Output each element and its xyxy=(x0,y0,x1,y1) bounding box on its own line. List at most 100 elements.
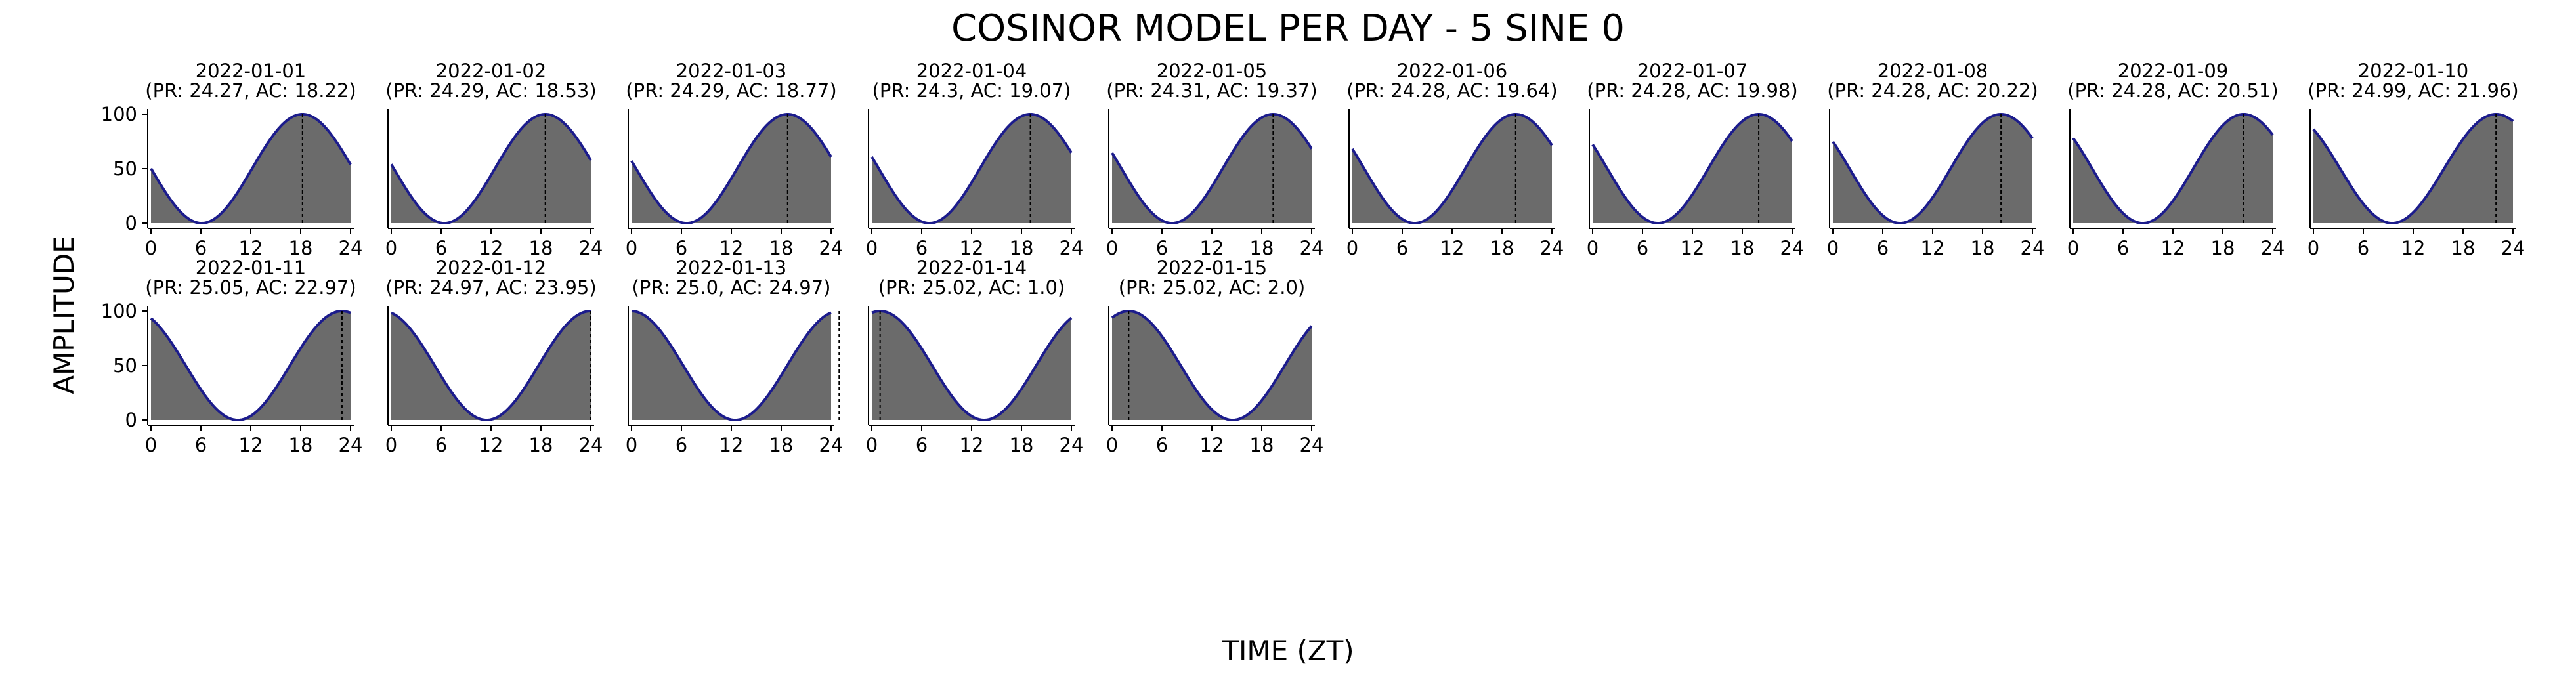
y-tick-label: 100 xyxy=(101,103,137,125)
cosinor-curve xyxy=(391,310,591,421)
x-tick-label: 6 xyxy=(2357,237,2369,259)
area-fill xyxy=(1352,114,1552,223)
cosinor-curve xyxy=(390,113,592,224)
x-tick-label: 24 xyxy=(1060,434,1084,456)
panel-2022-01-15: 2022-01-15(PR: 25.02, AC: 2.0) 0 6 12 18 24 xyxy=(1106,257,1324,456)
area-fill xyxy=(1593,114,1792,223)
panel-title-params: (PR: 25.02, AC: 2.0) xyxy=(1119,276,1306,299)
x-tick-label: 18 xyxy=(2451,237,2476,259)
x-tick-label: 24 xyxy=(1060,237,1084,259)
x-tick-label: 6 xyxy=(676,434,687,456)
x-tick-label: 12 xyxy=(239,237,263,259)
x-tick-label: 18 xyxy=(1010,237,1034,259)
x-tick-label: 6 xyxy=(195,434,207,456)
x-tick-label: 18 xyxy=(289,434,313,456)
cosinor-curve xyxy=(1111,113,1313,224)
panel-2022-01-09: 2022-01-09(PR: 24.28, AC: 20.51) 0 6 12 18 24 xyxy=(2067,60,2285,259)
panel-title-params: (PR: 24.28, AC: 19.98) xyxy=(1587,79,1797,102)
area-fill xyxy=(2073,114,2273,223)
area-fill xyxy=(1833,114,2032,223)
area-fill xyxy=(391,114,591,223)
x-tick-label: 0 xyxy=(2308,237,2319,259)
x-tick-label: 0 xyxy=(385,434,397,456)
panel-2022-01-03: 2022-01-03(PR: 24.29, AC: 18.77) 0 6 12 18 24 xyxy=(626,60,844,259)
panel-2022-01-11: 2022-01-11(PR: 25.05, AC: 22.97) 0 6 12 18 24… xyxy=(101,257,363,456)
panel-title-date: 2022-01-06 xyxy=(1397,60,1508,82)
x-tick-label: 12 xyxy=(239,434,263,456)
x-tick-label: 12 xyxy=(2161,237,2185,259)
panel-2022-01-14: 2022-01-14(PR: 25.02, AC: 1.0) 0 6 12 18 24 xyxy=(866,257,1084,456)
panel-2022-01-12: 2022-01-12(PR: 24.97, AC: 23.95) 0 6 12 18 24 xyxy=(385,257,603,456)
y-tick-label: 0 xyxy=(125,212,137,234)
figure-title: COSINOR MODEL PER DAY - 5 SINE 0 xyxy=(951,7,1625,50)
panel-2022-01-07: 2022-01-07(PR: 24.28, AC: 19.98) 0 6 12 18 24 xyxy=(1587,60,1805,259)
y-tick-label: 50 xyxy=(113,354,137,377)
x-tick-label: 12 xyxy=(1200,237,1224,259)
cosinor-curve xyxy=(2072,113,2274,224)
area-fill xyxy=(2313,114,2513,223)
panel-title-params: (PR: 24.27, AC: 18.22) xyxy=(145,79,356,102)
x-tick-label: 18 xyxy=(529,237,553,259)
panel-title-date: 2022-01-01 xyxy=(196,60,307,82)
x-tick-label: 0 xyxy=(1106,434,1118,456)
x-tick-label: 0 xyxy=(145,434,157,456)
area-fill xyxy=(151,311,351,420)
panel-title-date: 2022-01-11 xyxy=(196,257,307,279)
x-tick-label: 18 xyxy=(769,237,794,259)
x-tick-label: 24 xyxy=(1540,237,1564,259)
x-tick-label: 18 xyxy=(529,434,553,456)
panel-title-params: (PR: 25.05, AC: 22.97) xyxy=(145,276,356,299)
x-tick-label: 6 xyxy=(195,237,207,259)
x-tick-label: 0 xyxy=(145,237,157,259)
area-fill xyxy=(632,311,831,420)
panel-2022-01-04: 2022-01-04(PR: 24.3, AC: 19.07) 0 6 12 18 24 xyxy=(866,60,1084,259)
x-tick-label: 6 xyxy=(916,237,928,259)
x-tick-label: 12 xyxy=(719,237,744,259)
cosinor-curve xyxy=(1351,113,1553,224)
x-tick-label: 24 xyxy=(819,237,844,259)
panel-title-params: (PR: 25.0, AC: 24.97) xyxy=(632,276,831,299)
x-tick-label: 0 xyxy=(626,237,637,259)
panel-title-params: (PR: 24.29, AC: 18.53) xyxy=(385,79,596,102)
panel-title-params: (PR: 25.02, AC: 1.0) xyxy=(878,276,1065,299)
panel-title-date: 2022-01-07 xyxy=(1637,60,1748,82)
panel-2022-01-06: 2022-01-06(PR: 24.28, AC: 19.64) 0 6 12 18 24 xyxy=(1346,60,1564,259)
x-tick-label: 24 xyxy=(2261,237,2285,259)
panel-title-params: (PR: 24.3, AC: 19.07) xyxy=(872,79,1071,102)
x-tick-label: 6 xyxy=(1156,434,1168,456)
x-tick-label: 0 xyxy=(626,434,637,456)
x-tick-label: 24 xyxy=(1780,237,1805,259)
panel-title-date: 2022-01-09 xyxy=(2118,60,2229,82)
x-tick-label: 12 xyxy=(2401,237,2426,259)
x-tick-label: 0 xyxy=(866,237,878,259)
x-tick-label: 6 xyxy=(1877,237,1889,259)
cosinor-curve xyxy=(2312,113,2514,224)
area-fill xyxy=(872,114,1071,223)
cosinor-curve xyxy=(150,310,351,421)
x-tick-label: 0 xyxy=(1106,237,1118,259)
panel-title-date: 2022-01-02 xyxy=(436,60,547,82)
cosinor-curve xyxy=(630,113,832,224)
x-tick-label: 0 xyxy=(385,237,397,259)
x-tick-label: 6 xyxy=(1396,237,1408,259)
x-tick-label: 18 xyxy=(1250,434,1274,456)
x-axis-label: TIME (ZT) xyxy=(1222,635,1354,667)
area-fill xyxy=(632,114,831,223)
cosinor-curve xyxy=(631,310,832,421)
x-tick-label: 12 xyxy=(960,237,984,259)
panel-title-date: 2022-01-15 xyxy=(1157,257,1268,279)
x-tick-label: 18 xyxy=(1010,434,1034,456)
cosinor-curve xyxy=(150,113,352,224)
x-tick-label: 12 xyxy=(1200,434,1224,456)
panel-2022-01-08: 2022-01-08(PR: 24.28, AC: 20.22) 0 6 12 18 24 xyxy=(1827,60,2045,259)
x-tick-label: 18 xyxy=(1250,237,1274,259)
cosinor-curve xyxy=(871,310,1073,421)
panel-2022-01-10: 2022-01-10(PR: 24.99, AC: 21.96) 0 6 12 18 24 xyxy=(2308,60,2525,259)
x-tick-label: 12 xyxy=(960,434,984,456)
x-tick-label: 6 xyxy=(916,434,928,456)
x-tick-label: 12 xyxy=(479,237,504,259)
panel-title-params: (PR: 24.97, AC: 23.95) xyxy=(385,276,596,299)
panel-2022-01-02: 2022-01-02(PR: 24.29, AC: 18.53) 0 6 12 18 24 xyxy=(385,60,603,259)
x-tick-label: 12 xyxy=(719,434,744,456)
panel-title-params: (PR: 24.31, AC: 19.37) xyxy=(1106,79,1317,102)
